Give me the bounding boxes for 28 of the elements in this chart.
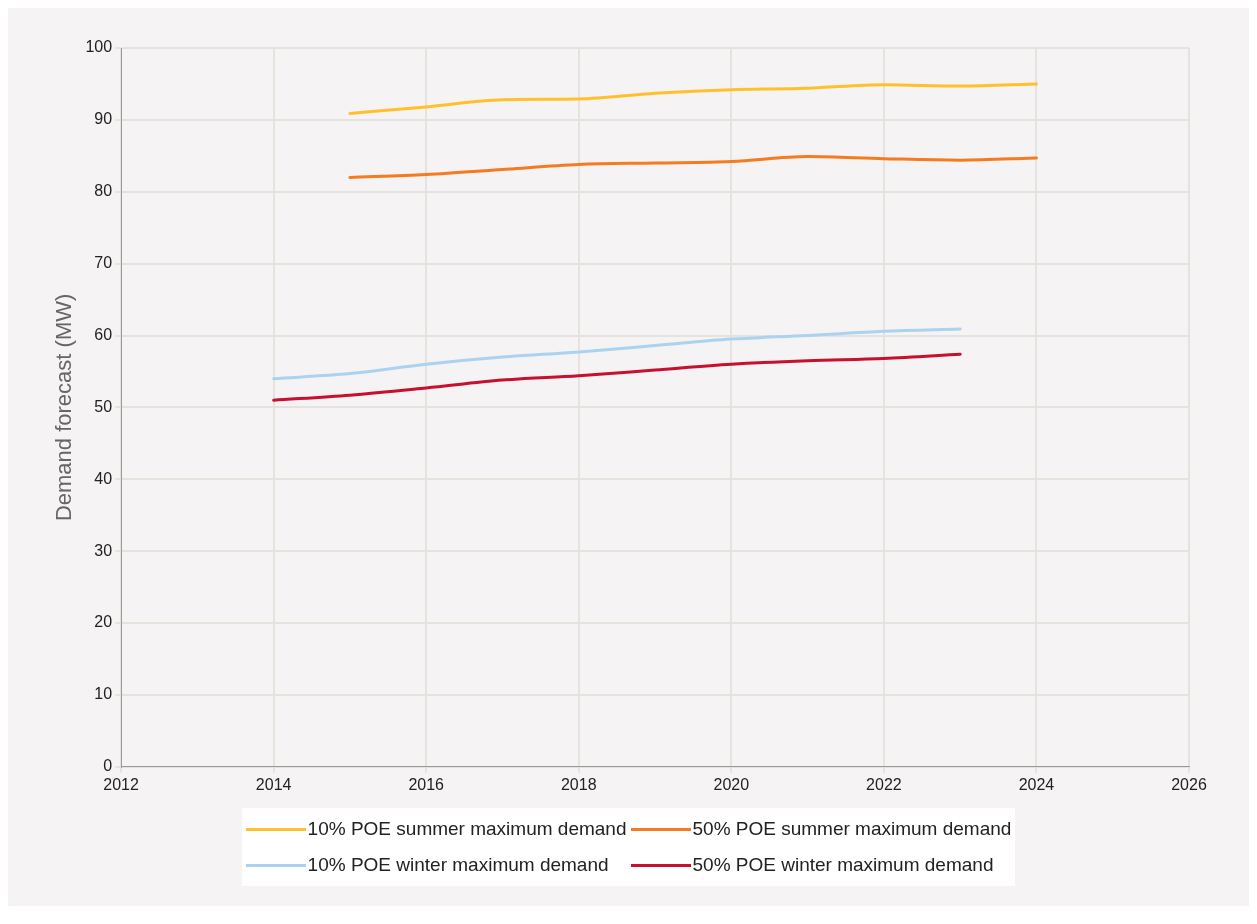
y-axis-title: Demand forecast (MW) (51, 293, 77, 522)
y-tick-label: 80 (94, 182, 113, 200)
y-tick-label: 30 (94, 541, 113, 559)
y-tick-label: 20 (94, 613, 113, 631)
legend-label: 50% POE summer maximum demand (692, 818, 1012, 840)
x-tick-label: 2024 (1018, 775, 1055, 793)
line-series (348, 155, 1038, 179)
x-tick-label: 2022 (866, 775, 902, 793)
y-tick-label: 0 (103, 757, 113, 775)
y-tick-label: 60 (94, 325, 113, 343)
legend-label: 50% POE winter maximum demand (692, 854, 994, 876)
y-tick-label: 100 (85, 38, 113, 56)
line-series (272, 352, 962, 402)
y-tick-label: 50 (94, 397, 113, 415)
line-series (348, 82, 1038, 115)
y-tick-label: 10 (94, 685, 113, 703)
x-tick-label: 2014 (255, 775, 292, 793)
line-series (272, 327, 962, 381)
y-tick-label: 40 (94, 469, 113, 487)
y-tick-label: 90 (94, 110, 113, 128)
legend-label: 10% POE winter maximum demand (307, 854, 609, 876)
y-tick-label: 70 (94, 254, 113, 272)
legend-label: 10% POE summer maximum demand (307, 818, 627, 840)
x-tick-label: 2016 (408, 775, 445, 793)
x-tick-label: 2026 (1171, 775, 1207, 793)
x-tick-label: 2012 (103, 775, 139, 793)
x-tick-label: 2018 (560, 775, 597, 793)
x-tick-label: 2020 (713, 775, 750, 793)
